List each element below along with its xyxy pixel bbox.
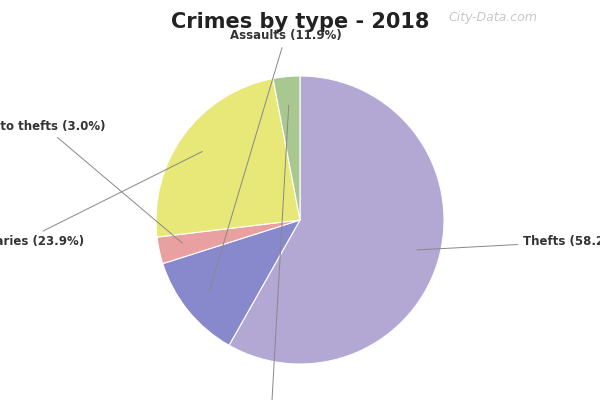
Text: City-Data.com: City-Data.com [449, 11, 538, 24]
Wedge shape [163, 220, 300, 345]
Text: Thefts (58.2%): Thefts (58.2%) [417, 235, 600, 250]
Text: Assaults (11.9%): Assaults (11.9%) [209, 29, 341, 292]
Text: Crimes by type - 2018: Crimes by type - 2018 [171, 12, 429, 32]
Wedge shape [156, 78, 300, 237]
Text: Burglaries (23.9%): Burglaries (23.9%) [0, 152, 202, 248]
Text: Auto thefts (3.0%): Auto thefts (3.0%) [0, 120, 182, 243]
Wedge shape [157, 220, 300, 264]
Text: Robberies (3.0%): Robberies (3.0%) [214, 105, 328, 400]
Wedge shape [273, 76, 300, 220]
Wedge shape [229, 76, 444, 364]
